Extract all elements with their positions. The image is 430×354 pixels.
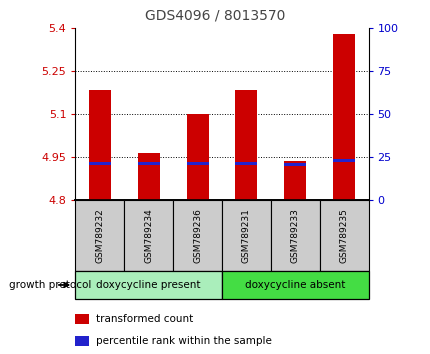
Text: percentile rank within the sample: percentile rank within the sample bbox=[96, 336, 271, 346]
Bar bbox=[89, 162, 111, 165]
Text: growth protocol: growth protocol bbox=[9, 280, 91, 290]
Bar bbox=[332, 34, 354, 200]
Bar bbox=[186, 162, 208, 165]
Text: GSM789231: GSM789231 bbox=[241, 208, 250, 263]
Bar bbox=[173, 200, 221, 271]
Bar bbox=[75, 271, 221, 299]
Bar bbox=[186, 114, 208, 200]
Bar bbox=[137, 153, 159, 200]
Bar bbox=[137, 162, 159, 165]
Bar bbox=[270, 200, 319, 271]
Text: transformed count: transformed count bbox=[96, 314, 193, 324]
Text: GDS4096 / 8013570: GDS4096 / 8013570 bbox=[145, 9, 285, 23]
Bar bbox=[75, 200, 124, 271]
Text: doxycycline absent: doxycycline absent bbox=[245, 280, 344, 290]
Bar bbox=[221, 200, 270, 271]
Bar bbox=[75, 336, 89, 346]
Bar bbox=[319, 200, 368, 271]
Bar bbox=[283, 161, 305, 200]
Text: GSM789236: GSM789236 bbox=[193, 208, 202, 263]
Text: doxycycline present: doxycycline present bbox=[96, 280, 200, 290]
Bar bbox=[75, 314, 89, 324]
Text: GSM789234: GSM789234 bbox=[144, 208, 153, 263]
Bar bbox=[89, 90, 111, 200]
Bar bbox=[124, 200, 173, 271]
Text: GSM789235: GSM789235 bbox=[339, 208, 348, 263]
Text: GSM789233: GSM789233 bbox=[290, 208, 299, 263]
Bar bbox=[235, 90, 257, 200]
Bar bbox=[221, 271, 368, 299]
Bar bbox=[235, 162, 257, 165]
Text: GSM789232: GSM789232 bbox=[95, 208, 104, 263]
Bar bbox=[283, 163, 305, 166]
Bar bbox=[332, 159, 354, 162]
